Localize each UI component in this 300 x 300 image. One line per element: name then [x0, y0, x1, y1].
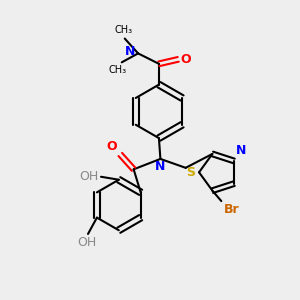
Text: OH: OH	[79, 170, 99, 183]
Text: O: O	[181, 53, 191, 66]
Text: N: N	[236, 144, 246, 158]
Text: OH: OH	[77, 236, 96, 249]
Text: O: O	[107, 140, 117, 153]
Text: CH₃: CH₃	[108, 65, 126, 75]
Text: N: N	[125, 45, 136, 58]
Text: CH₃: CH₃	[114, 25, 132, 35]
Text: Br: Br	[224, 202, 239, 216]
Text: N: N	[155, 160, 166, 173]
Text: S: S	[187, 166, 196, 179]
